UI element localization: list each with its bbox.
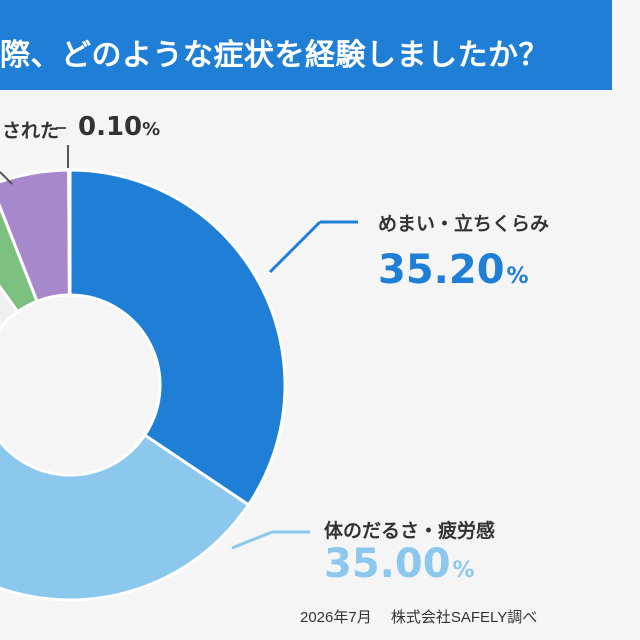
donut-slice-5 [67,168,72,297]
slice-value-fatigue-percent: % [452,558,475,583]
slice-value-dizziness-number: 35.20 [378,247,505,293]
slice-value-fatigue-number: 35.00 [324,541,451,587]
slice-value-small-percent: % [142,119,161,140]
leader-line-purple [0,171,13,185]
source-note: 2026年7月 株式会社SAFELY調べ [300,609,538,626]
slice-value-dizziness-percent: % [506,264,529,289]
slice-value-fatigue: 35.00% [324,544,475,584]
slice-value-small: 0.10% [78,112,160,142]
slice-label-small: された [2,120,60,142]
slice-label-dizziness: めまい・立ちくらみ [378,213,550,235]
slice-label-fatigue: 体のだるさ・疲労感 [324,520,496,542]
donut-slice-2 [0,284,20,331]
leader-line-dizziness [268,220,322,274]
title-banner: 際、どのような症状を経験しましたか？ [0,0,612,90]
slice-value-dizziness: 35.20% [378,250,529,290]
chart-title: 際、どのような症状を経験しましたか？ [0,38,549,73]
leader-line-fatigue [231,530,273,550]
donut-slice-0 [68,168,287,507]
donut-slice-1 [0,433,251,602]
slice-value-small-number: 0.10 [78,112,143,142]
